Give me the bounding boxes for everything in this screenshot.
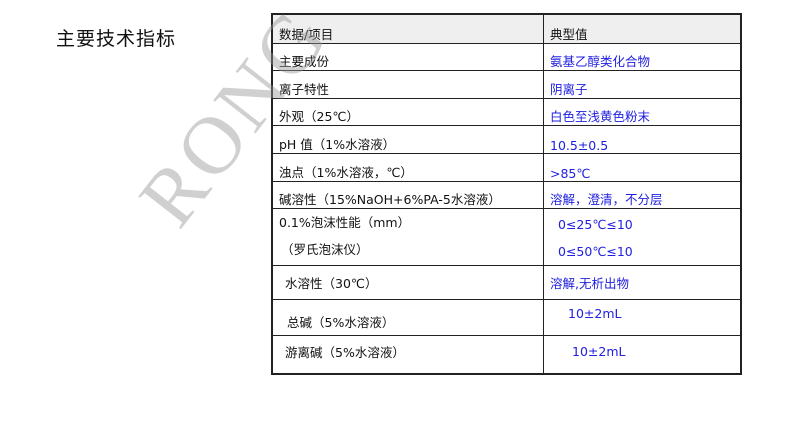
row-item: pH 值（1%水溶液） [271,125,544,154]
table-row: pH 值（1%水溶液） 10.5±0.5 [271,125,742,154]
row-item: 水溶性（30℃） [271,265,544,300]
table-row: 离子特性 阴离子 [271,70,742,99]
row-item: 0.1%泡沫性能（mm） （罗氏泡沫仪） [271,208,544,266]
row-item: 主要成份 [271,43,544,71]
table-row: 外观（25℃） 白色至浅黄色粉末 [271,98,742,126]
row-item: 总碱（5%水溶液） [271,299,544,336]
table-row: 0.1%泡沫性能（mm） （罗氏泡沫仪） 0≤25℃≤10 0≤50℃≤10 [271,208,742,266]
row-value: 氨基乙醇类化合物 [543,43,742,71]
table-row: 总碱（5%水溶液） 10±2mL [271,299,742,336]
table-row: 游离碱（5%水溶液） 10±2mL [271,335,742,374]
table-row: 水溶性（30℃） 溶解,无析出物 [271,265,742,300]
row-item: 游离碱（5%水溶液） [271,335,544,374]
row-value: 10.5±0.5 [543,125,742,154]
section-title: 主要技术指标 [56,28,177,50]
table-header: 数据/项目 典型值 [271,13,742,44]
row-item-line2: （罗氏泡沫仪） [281,242,369,257]
row-value: 10±2mL [543,335,742,374]
row-item: 碱溶性（15%NaOH+6%PA-5水溶液） [271,181,544,209]
table-row: 浊点（1%水溶液，℃） >85℃ [271,153,742,182]
row-value: 0≤25℃≤10 0≤50℃≤10 [543,208,742,266]
row-value: 阴离子 [543,70,742,99]
row-value-line1: 0≤25℃≤10 [558,217,633,232]
row-item: 外观（25℃） [271,98,544,126]
row-item: 离子特性 [271,70,544,99]
header-item: 数据/项目 [271,13,544,44]
row-item: 浊点（1%水溶液，℃） [271,153,544,182]
table-row: 主要成份 氨基乙醇类化合物 [271,43,742,71]
row-value: 10±2mL [543,299,742,336]
row-value: 白色至浅黄色粉末 [543,98,742,126]
row-value: >85℃ [543,153,742,182]
table-row: 碱溶性（15%NaOH+6%PA-5水溶液） 溶解，澄清，不分层 [271,181,742,209]
header-value: 典型值 [543,13,742,44]
row-item-line1: 0.1%泡沫性能（mm） [279,215,411,230]
spec-table: 数据/项目 典型值 主要成份 氨基乙醇类化合物 离子特性 阴离子 外观（25℃）… [271,13,742,375]
row-value-line2: 0≤50℃≤10 [558,244,633,259]
row-value: 溶解,无析出物 [543,265,742,300]
row-value: 溶解，澄清，不分层 [543,181,742,209]
